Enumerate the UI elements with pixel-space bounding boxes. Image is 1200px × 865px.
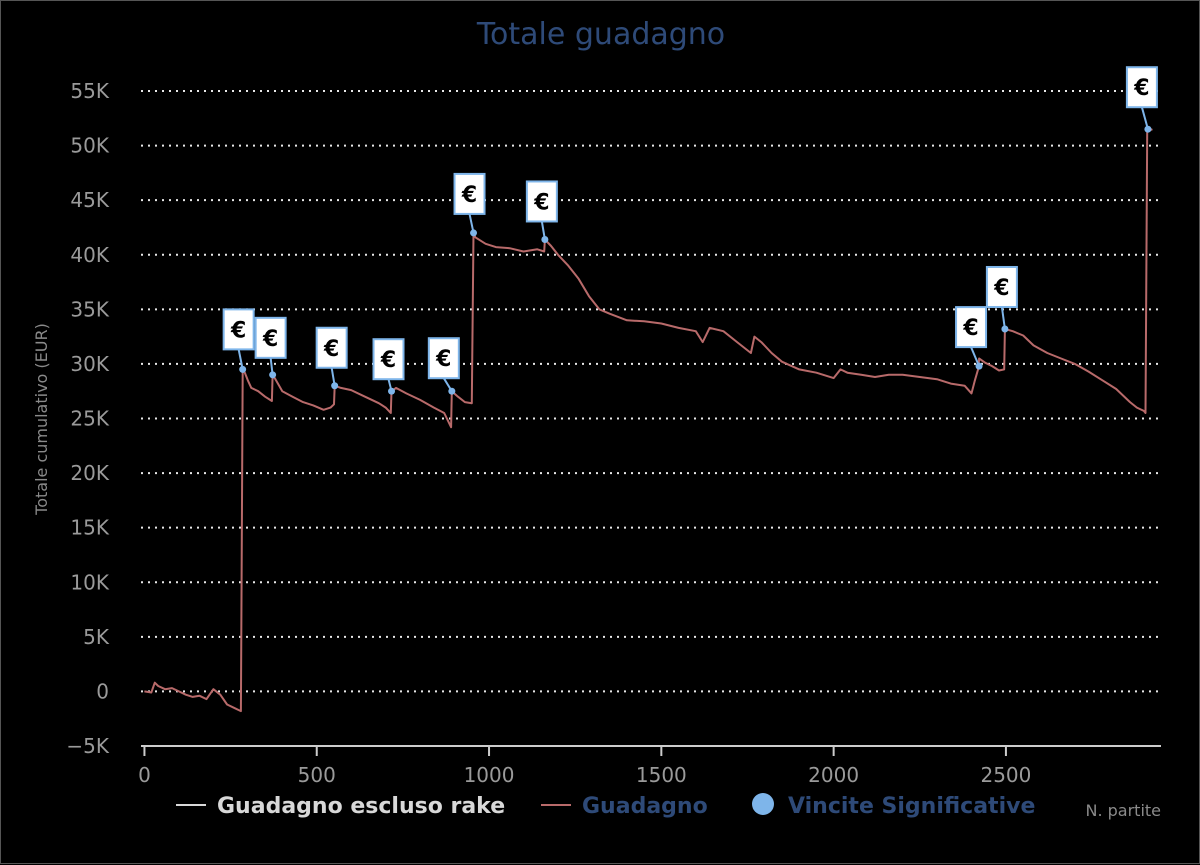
flag-label: € xyxy=(262,327,278,352)
vincita-point[interactable] xyxy=(239,365,247,373)
flag-box xyxy=(985,265,1018,308)
flag-label: € xyxy=(435,347,451,372)
legend-item-guadagno[interactable]: Guadagno xyxy=(541,794,708,819)
vincita-point[interactable] xyxy=(388,387,396,395)
flag-box xyxy=(453,172,486,215)
x-tick-label: 1500 xyxy=(636,763,687,787)
flag-label: € xyxy=(962,316,978,341)
flag-label: € xyxy=(1133,76,1149,101)
y-tick-label: −5K xyxy=(66,734,109,758)
legend-label-guadagno: Guadagno xyxy=(582,794,708,819)
legend-label-vincite-significative: Vincite Significative xyxy=(788,794,1035,819)
flag-box xyxy=(222,308,255,351)
x-tick-label: 2000 xyxy=(808,763,859,787)
vincita-flag[interactable]: € xyxy=(525,180,558,243)
y-tick-label: 10K xyxy=(70,570,109,594)
legend-item-vincite-significative[interactable]: Vincite Significative xyxy=(752,793,1035,819)
x-axis-title: N. partite xyxy=(1085,801,1161,820)
vincita-flag[interactable]: € xyxy=(427,337,460,395)
vincita-point[interactable] xyxy=(1144,125,1152,133)
x-tick-label: 2500 xyxy=(980,763,1031,787)
flag-stem xyxy=(1140,106,1149,130)
y-tick-label: 5K xyxy=(83,625,110,649)
flag-label: € xyxy=(323,337,339,362)
flag-label: € xyxy=(533,190,549,215)
y-axis-title: Totale cumulativo (EUR) xyxy=(32,323,51,516)
series-layer xyxy=(144,128,1153,713)
vincita-flag[interactable]: € xyxy=(985,265,1018,333)
flag-label: € xyxy=(380,348,396,373)
series-line-guadagno xyxy=(144,128,1153,713)
vincita-point[interactable] xyxy=(448,387,456,395)
vincita-flag[interactable]: € xyxy=(1125,66,1158,133)
y-axis-ticks: −5K 0 5K 10K 15K 20K 25K 30K 35K 40K 45K 50K 55K xyxy=(66,79,109,758)
flag-box xyxy=(315,326,348,369)
y-tick-label: 20K xyxy=(70,461,109,485)
flag-label: € xyxy=(993,276,1009,301)
x-tick-label: 1000 xyxy=(464,763,515,787)
vincita-flag[interactable]: € xyxy=(955,306,988,370)
legend: Guadagno escluso rake Guadagno Vincite S… xyxy=(176,793,1035,819)
legend-label-guadagno-escluso-rake: Guadagno escluso rake xyxy=(217,794,505,819)
flag-stem xyxy=(1000,306,1006,330)
flag-box xyxy=(525,180,558,223)
vincita-point[interactable] xyxy=(541,235,549,243)
grid-layer xyxy=(141,90,1161,693)
flag-box xyxy=(1125,66,1158,109)
x-axis: 0 500 1000 1500 2000 2500 xyxy=(138,745,1161,787)
vincita-point[interactable] xyxy=(1001,325,1009,333)
vincita-flag[interactable]: € xyxy=(372,338,405,395)
y-tick-label: 40K xyxy=(70,243,109,267)
x-tick-label: 500 xyxy=(298,763,336,787)
y-tick-label: 35K xyxy=(70,297,109,321)
y-tick-label: 15K xyxy=(70,516,109,540)
vincita-point[interactable] xyxy=(975,362,983,370)
vincita-flag[interactable]: € xyxy=(222,308,255,373)
flag-box xyxy=(955,306,988,349)
x-tick-label: 0 xyxy=(138,763,151,787)
legend-item-guadagno-escluso-rake[interactable]: Guadagno escluso rake xyxy=(176,794,505,819)
flags-layer: € € € € € € € € € € xyxy=(222,66,1158,395)
flag-label: € xyxy=(230,318,246,343)
legend-swatch-circle xyxy=(752,793,774,815)
vincita-point[interactable] xyxy=(269,371,277,379)
y-tick-label: 55K xyxy=(70,79,109,103)
flag-label: € xyxy=(461,183,477,208)
vincita-point[interactable] xyxy=(331,382,339,390)
flag-box xyxy=(254,316,287,359)
y-tick-label: 30K xyxy=(70,352,109,376)
y-tick-label: 25K xyxy=(70,407,109,431)
flag-box xyxy=(372,338,405,381)
y-tick-label: 45K xyxy=(70,188,109,212)
vincita-flag[interactable]: € xyxy=(453,172,486,237)
vincita-point[interactable] xyxy=(470,229,478,237)
vincita-flag[interactable]: € xyxy=(254,316,287,379)
y-tick-label: 50K xyxy=(70,134,109,158)
flag-box xyxy=(427,337,460,380)
chart-title: Totale guadagno xyxy=(476,17,725,52)
vincita-flag[interactable]: € xyxy=(315,326,348,390)
y-tick-label: 0 xyxy=(96,679,109,703)
